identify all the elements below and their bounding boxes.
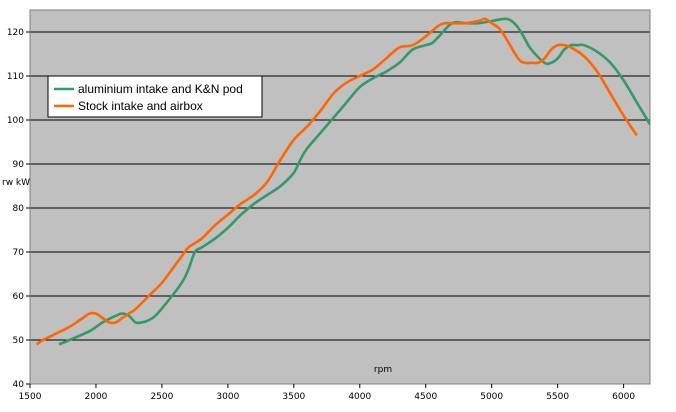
x-tick-label: 2000 bbox=[85, 392, 108, 402]
x-tick-label: 3000 bbox=[216, 392, 239, 402]
y-tick-label: 50 bbox=[13, 336, 25, 346]
x-tick-label: 5000 bbox=[480, 392, 503, 402]
x-axis-ticks: 1500 2000 2500 3000 3500 4000 4500 5000 5500 6000 bbox=[19, 384, 635, 402]
series-line-stock bbox=[35, 17, 638, 346]
legend-box bbox=[47, 75, 263, 118]
y-tick-label: 120 bbox=[7, 28, 24, 38]
legend-entry-stock: Stock intake and airbox bbox=[78, 99, 203, 113]
legend-entry-aluminium: aluminium intake and K&N pod bbox=[78, 82, 243, 96]
plot-border bbox=[29, 9, 651, 385]
y-tick-label: 40 bbox=[13, 380, 25, 390]
legend: aluminium intake and K&N pod Stock intak… bbox=[47, 75, 263, 118]
y-tick-label: 80 bbox=[13, 204, 25, 214]
y-axis-label: rw kW bbox=[2, 178, 30, 188]
x-axis-label: rpm bbox=[374, 365, 392, 375]
x-tick-label: 6000 bbox=[612, 392, 635, 402]
x-tick-label: 2500 bbox=[150, 392, 173, 402]
y-tick-label: 70 bbox=[13, 248, 25, 258]
x-tick-label: 4500 bbox=[414, 392, 437, 402]
series-line-aluminium bbox=[58, 17, 650, 346]
y-tick-label: 60 bbox=[13, 292, 25, 302]
y-tick-label: 90 bbox=[13, 160, 25, 170]
plot-area bbox=[30, 10, 650, 384]
y-axis-ticks: 40 50 60 70 80 90 100 110 120 bbox=[7, 28, 30, 390]
y-tick-label: 100 bbox=[7, 116, 24, 126]
x-tick-label: 5500 bbox=[546, 392, 569, 402]
x-tick-label: 3500 bbox=[282, 392, 305, 402]
x-tick-label: 1500 bbox=[19, 392, 42, 402]
y-tick-label: 110 bbox=[7, 72, 24, 82]
series-lines bbox=[35, 17, 650, 346]
x-tick-label: 4000 bbox=[348, 392, 371, 402]
